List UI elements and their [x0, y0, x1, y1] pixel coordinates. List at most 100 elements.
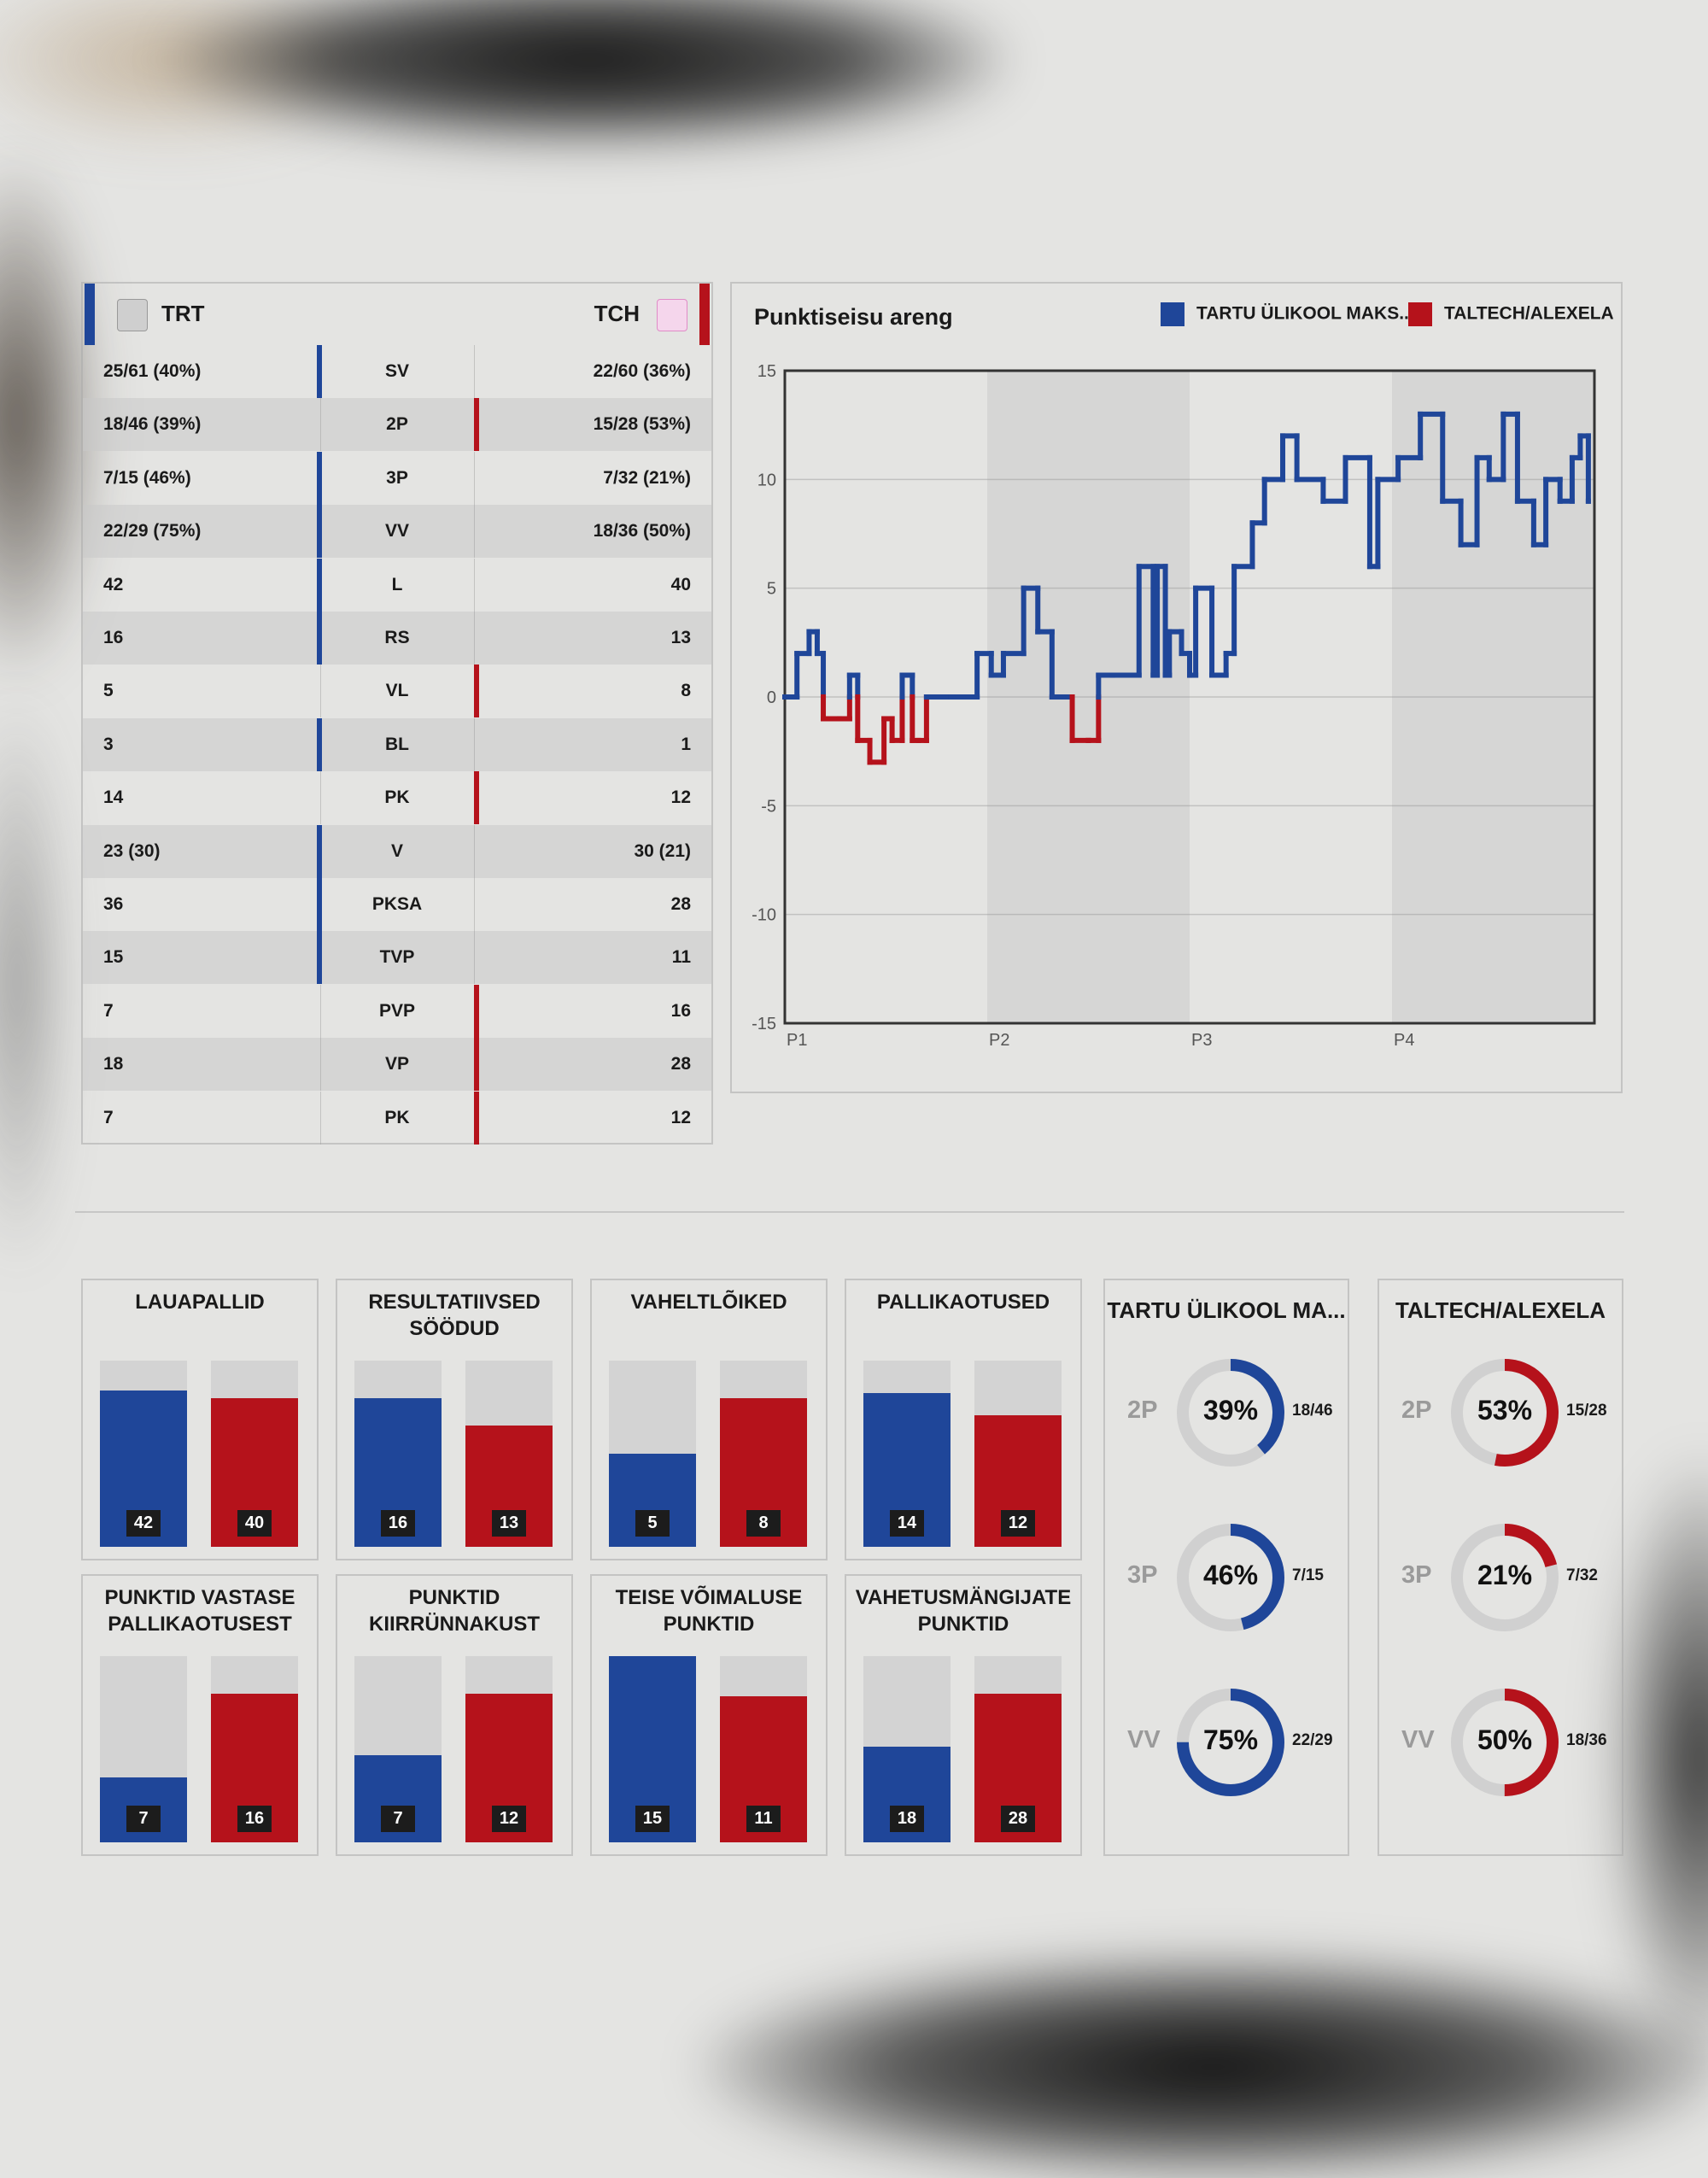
away-bar-value: 28 [1001, 1806, 1035, 1832]
background-smudge [171, 0, 1008, 145]
card-title: VAHETUSMÄNGIJATE PUNKTID [846, 1584, 1080, 1637]
home-stat-value: 7 [103, 1108, 114, 1128]
home-bar-track: 5 [609, 1361, 696, 1547]
away-stat-value: 15/28 (53%) [594, 414, 691, 435]
home-bar-value: 18 [890, 1806, 924, 1832]
table-row: 7 PVP 16 [83, 985, 711, 1038]
taltech-logo-icon [657, 299, 687, 331]
leader-marker [474, 1038, 479, 1091]
x-tick-label: P2 [989, 1031, 1009, 1050]
stat-label: BL [320, 735, 474, 755]
home-stat-value: 14 [103, 787, 123, 808]
leader-marker [474, 771, 479, 824]
away-stat-value: 40 [671, 575, 691, 595]
home-stat-value: 16 [103, 628, 123, 648]
away-stat-value: 28 [671, 1054, 691, 1074]
leader-marker [474, 985, 479, 1038]
stat-label: PVP [320, 1001, 474, 1022]
stat-label: 2P [320, 414, 474, 435]
away-stat-value: 30 (21) [634, 841, 691, 862]
away-bar-track: 12 [465, 1656, 553, 1842]
away-bar-track: 40 [211, 1361, 298, 1547]
leader-marker [474, 1092, 479, 1145]
card-title: RESULTATIIVSED SÖÖDUD [337, 1289, 571, 1342]
shot-type-label: 3P [1401, 1561, 1431, 1590]
table-header: TRT TCH [83, 284, 711, 345]
stat-label: TVP [320, 947, 474, 968]
away-stat-value: 12 [671, 787, 691, 808]
away-bar-track: 13 [465, 1361, 553, 1547]
stat-label: PKSA [320, 894, 474, 915]
stat-label: V [320, 841, 474, 862]
legend-item-away: TALTECH/ALEXELA [1408, 302, 1614, 326]
home-team-color-bar [85, 284, 95, 345]
away-stat-value: 18/36 (50%) [594, 521, 691, 542]
away-bar-track: 11 [720, 1656, 807, 1842]
card-title: PUNKTID KIIRRÜNNAKUST [337, 1584, 571, 1637]
home-bar-track: 42 [100, 1361, 187, 1547]
card-title: LAUAPALLID [83, 1289, 317, 1315]
stat-label: VP [320, 1054, 474, 1074]
home-bar-value: 7 [126, 1806, 161, 1832]
away-bar-value: 13 [492, 1510, 526, 1537]
card-title: PUNKTID VASTASE PALLIKAOTUSEST [83, 1584, 317, 1637]
away-team-color-bar [699, 284, 710, 345]
away-stat-value: 16 [671, 1001, 691, 1022]
away-stat-value: 8 [681, 681, 691, 701]
y-tick-label: 5 [767, 580, 776, 599]
stat-bar-card: PUNKTID KIIRRÜNNAKUST 7 12 [336, 1574, 573, 1856]
stat-label: L [320, 575, 474, 595]
y-tick-label: -10 [752, 906, 776, 925]
away-bar-value: 8 [746, 1510, 781, 1537]
home-bar-value: 7 [381, 1806, 415, 1832]
leader-marker [474, 665, 479, 717]
section-divider [75, 1211, 1624, 1213]
away-bar-value: 11 [746, 1806, 781, 1832]
y-tick-label: 15 [757, 362, 776, 381]
column-separator [474, 559, 475, 612]
home-stat-value: 5 [103, 681, 114, 701]
tartu-logo-icon [117, 299, 148, 331]
away-bar-value: 12 [1001, 1510, 1035, 1537]
shot-type-label: VV [1127, 1726, 1161, 1754]
home-stat-value: 23 (30) [103, 841, 161, 862]
donut-percentage: 46% [1175, 1560, 1286, 1591]
stat-label: 3P [320, 468, 474, 489]
home-bar-track: 7 [354, 1656, 442, 1842]
table-row: 16 RS 13 [83, 612, 711, 665]
away-stat-value: 13 [671, 628, 691, 648]
home-bar-track: 14 [863, 1361, 951, 1547]
legend-swatch-away [1408, 302, 1432, 326]
background-smudge [700, 1956, 1708, 2178]
home-stat-value: 7 [103, 1001, 114, 1022]
away-bar-value: 12 [492, 1806, 526, 1832]
home-stat-value: 18 [103, 1054, 123, 1074]
home-team-code: TRT [161, 301, 205, 327]
stat-label: RS [320, 628, 474, 648]
stat-label: PK [320, 787, 474, 808]
x-tick-label: P4 [1394, 1031, 1414, 1050]
donut-card-title: TARTU ÜLIKOOL MA... [1105, 1297, 1348, 1324]
donut-percentage: 53% [1449, 1395, 1560, 1426]
home-bar-value: 5 [635, 1510, 670, 1537]
home-bar-track: 7 [100, 1656, 187, 1842]
home-bar-track: 16 [354, 1361, 442, 1547]
